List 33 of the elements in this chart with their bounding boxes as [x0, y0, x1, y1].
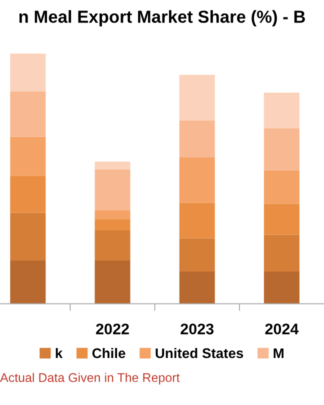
legend-label: M — [274, 348, 284, 358]
bar — [179, 120, 215, 158]
bar — [94, 230, 130, 260]
bar — [264, 204, 300, 235]
bar — [94, 162, 130, 170]
chart-title: n Meal Export Market Share (%) - B — [19, 10, 305, 26]
bar — [264, 128, 300, 170]
bar — [10, 91, 46, 137]
bar — [179, 238, 215, 272]
text: Actual Data Given in The Report — [0, 372, 180, 384]
bar — [179, 202, 215, 238]
bar — [179, 157, 215, 203]
bar — [264, 271, 300, 304]
bar — [264, 170, 300, 204]
bar — [264, 234, 300, 272]
x-tick-label: 2023 — [180, 324, 214, 334]
legend-label: United States — [156, 348, 244, 358]
bar — [94, 219, 130, 230]
bar — [94, 260, 130, 304]
legend-label: Chile — [92, 348, 126, 358]
bar — [94, 169, 130, 210]
bar — [264, 92, 300, 128]
bar — [10, 54, 46, 92]
bar — [10, 176, 46, 213]
x-tick-label: 2022 — [96, 324, 129, 334]
bar — [94, 210, 130, 220]
x-tick-label: 2024 — [265, 324, 299, 334]
bar — [10, 212, 46, 260]
bar — [10, 136, 46, 176]
bar — [179, 74, 215, 120]
bar — [10, 260, 46, 304]
bar — [179, 271, 215, 304]
legend-label: k — [56, 348, 63, 358]
